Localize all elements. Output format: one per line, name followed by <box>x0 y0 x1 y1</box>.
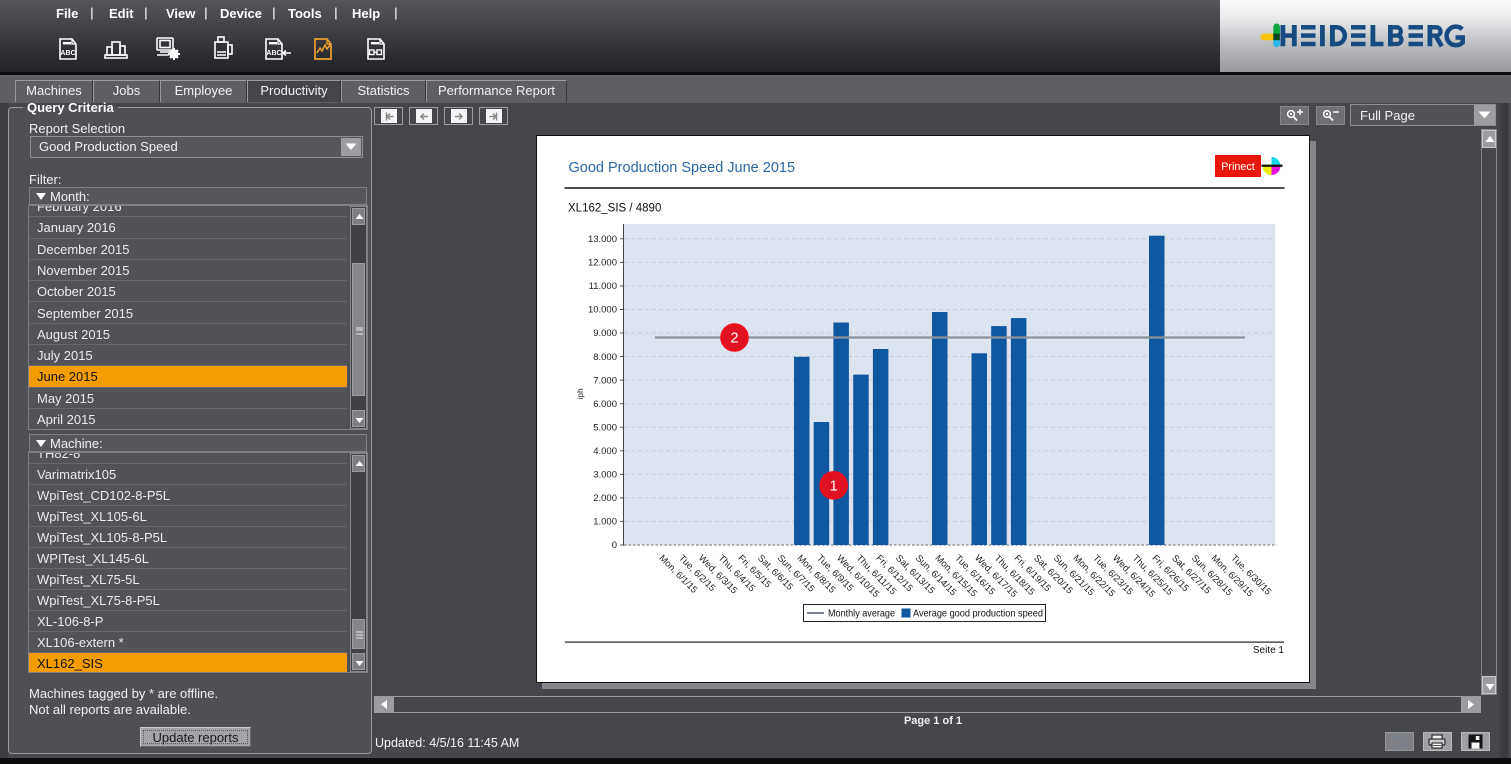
svg-text:9.000: 9.000 <box>593 328 617 339</box>
svg-text:Average good production speed: Average good production speed <box>913 608 1043 619</box>
svg-text:Seite 1: Seite 1 <box>1253 645 1285 656</box>
svg-text:iph: iph <box>575 388 585 400</box>
svg-text:5.000: 5.000 <box>593 422 617 433</box>
svg-text:1: 1 <box>830 478 838 494</box>
svg-text:6.000: 6.000 <box>593 399 617 410</box>
svg-text:11.000: 11.000 <box>589 281 617 292</box>
svg-text:2.000: 2.000 <box>593 493 617 504</box>
svg-text:7.000: 7.000 <box>593 375 617 386</box>
svg-text:Monthly average: Monthly average <box>828 608 895 619</box>
svg-text:3.000: 3.000 <box>593 470 617 481</box>
svg-text:Prinect: Prinect <box>1221 161 1255 173</box>
svg-text:0: 0 <box>612 540 617 551</box>
svg-text:Good Production Speed June 201: Good Production Speed June 2015 <box>569 160 796 176</box>
svg-text:10.000: 10.000 <box>588 305 617 316</box>
svg-text:2: 2 <box>730 331 738 347</box>
svg-text:8.000: 8.000 <box>593 352 617 363</box>
svg-text:ABC: ABC <box>60 50 75 57</box>
svg-text:ABC: ABC <box>266 50 281 57</box>
svg-text:XL162_SIS / 4890: XL162_SIS / 4890 <box>568 203 661 215</box>
svg-text:1.000: 1.000 <box>593 517 617 528</box>
svg-text:12.000: 12.000 <box>588 258 617 269</box>
svg-text:4.000: 4.000 <box>593 446 617 457</box>
svg-text:13.000: 13.000 <box>588 234 617 245</box>
